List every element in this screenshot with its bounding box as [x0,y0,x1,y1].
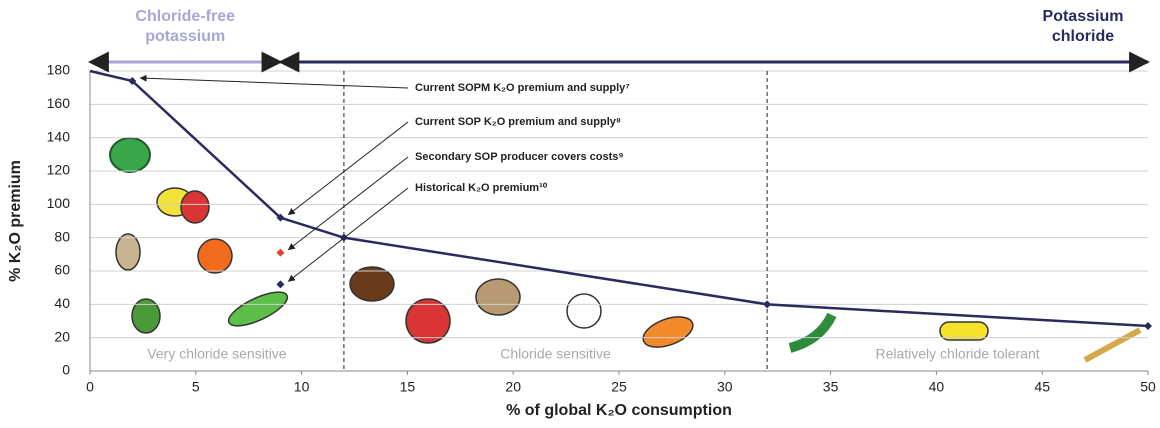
point-marker [128,77,137,85]
x-tick-label: 40 [929,379,945,395]
annotation-arrow [287,187,409,282]
annotation: Current SOPM K₂O premium and supply⁷ [415,82,630,94]
annotation: Historical K₂O premium¹⁰ [415,182,548,194]
x-axis-title: % of global K₂O consumption [506,402,732,419]
span-label: Potassium [1043,8,1124,25]
y-tick-label: 100 [47,195,71,211]
annotation-arrow [139,74,409,89]
span-label: potassium [145,28,225,45]
y-tick-label: 80 [54,228,70,244]
x-tick-label: 30 [717,379,733,395]
y-tick-label: 140 [47,128,71,144]
point-marker [1144,322,1152,330]
line [89,69,1149,328]
x-tick-label: 50 [1140,379,1156,395]
y-tick-label: 20 [54,328,70,344]
y-tick-label: 40 [54,295,70,311]
x-tick-label: 0 [86,379,94,395]
y-tick-label: 60 [54,262,70,278]
y-tick-label: 160 [47,95,71,111]
x-tick-label: 20 [505,379,521,395]
x-tick-label: 10 [294,379,310,395]
annotation-arrow [287,121,409,216]
annotation: Secondary SOP producer covers costs⁹ [415,151,624,163]
x-tick-label: 25 [611,379,627,395]
region-label: Relatively chloride tolerant [875,346,1039,362]
point-marker [276,280,285,289]
point-marker [276,213,285,222]
span-label: Chloride-free [135,8,235,25]
y-tick-label: 180 [47,62,71,78]
y-tick-label: 0 [62,362,70,378]
annotation: Current SOP K₂O premium and supply⁸ [415,116,621,128]
span-label: chloride [1052,28,1114,45]
x-tick-label: 45 [1034,379,1050,395]
y-tick-label: 120 [47,162,71,178]
y-axis-title: % K₂O premium [7,160,24,282]
x-tick-label: 35 [823,379,839,395]
region-label: Chloride sensitive [500,346,611,362]
annotation-arrow [287,156,409,251]
point-marker [276,248,285,257]
x-tick-label: 15 [400,379,416,395]
x-tick-label: 5 [192,379,200,395]
region-label: Very chloride sensitive [147,346,287,362]
point-marker [763,300,772,309]
